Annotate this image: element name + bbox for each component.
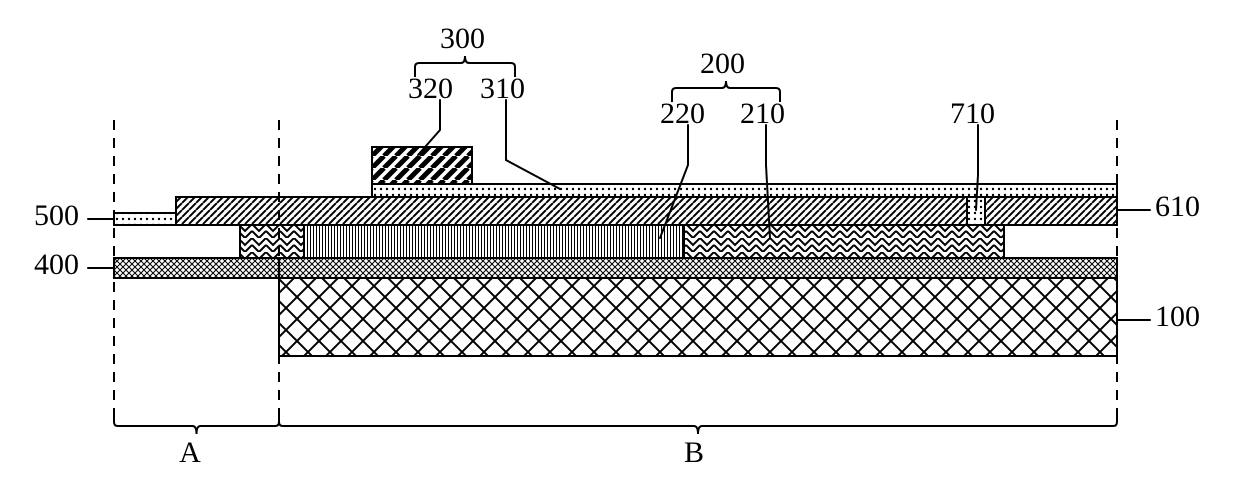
layer-220: [304, 225, 684, 258]
layer-310: [372, 184, 1117, 197]
layer-610_right: [985, 197, 1117, 225]
label-310: 310: [480, 72, 525, 105]
label-500: 500: [34, 199, 79, 232]
label-610: 610: [1155, 190, 1200, 223]
layer-610_left: [176, 197, 967, 225]
label-220: 220: [660, 97, 705, 130]
diagram-root: A B 100 210 220 310 320 400 500 610 710 300 200: [0, 0, 1240, 502]
layer-400_left: [114, 258, 279, 278]
layer-100: [279, 278, 1117, 356]
region-label: A: [179, 436, 201, 469]
brace-bottom: [279, 408, 1117, 434]
label-320: 320: [408, 72, 453, 105]
label-210: 210: [740, 97, 785, 130]
leader-310: [506, 100, 560, 189]
brace-bottom: [114, 408, 279, 434]
region-label: B: [684, 436, 704, 469]
layer-210_right: [684, 225, 1004, 258]
layer-210_left: [240, 225, 304, 258]
layer-320: [372, 147, 472, 184]
label-710: 710: [950, 97, 995, 130]
label-100: 100: [1155, 300, 1200, 333]
leader-710: [976, 125, 978, 210]
label-300g: 300: [440, 22, 485, 55]
layer-400_right: [279, 258, 1117, 278]
label-400: 400: [34, 248, 79, 281]
label-200g: 200: [700, 47, 745, 80]
